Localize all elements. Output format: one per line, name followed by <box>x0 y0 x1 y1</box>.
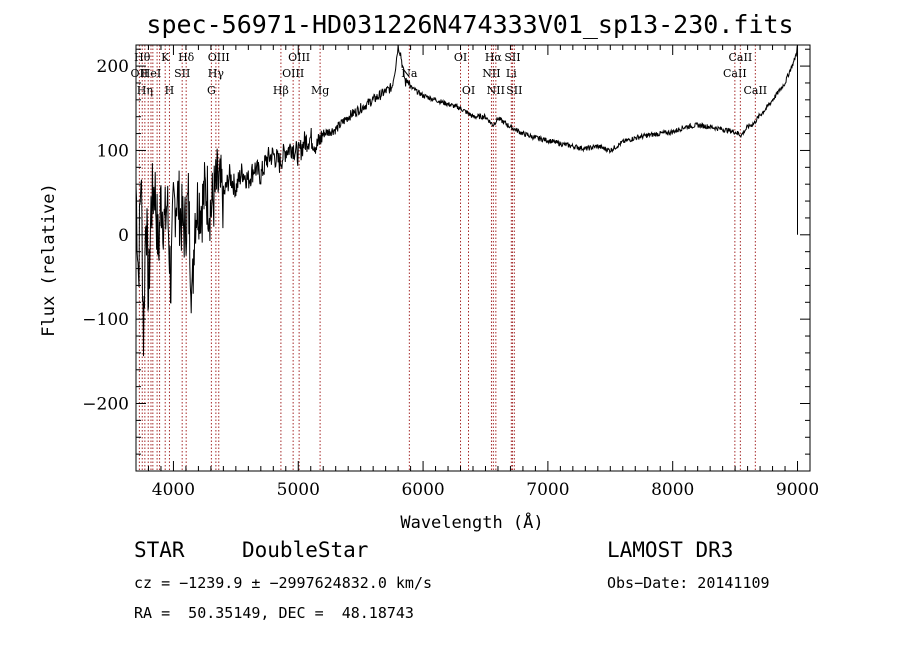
spectral-line-label: OII <box>131 67 149 80</box>
spectral-line-label: SII <box>174 67 190 80</box>
spectrum-series-line <box>135 44 798 357</box>
redshift-velocity: cz = −1239.9 ± −2997624832.0 km/s <box>134 574 433 592</box>
x-axis-label: Wavelength (Å) <box>400 511 543 533</box>
sky-coordinates: RA = 50.35149, DEC = 48.18743 <box>134 604 414 622</box>
spectral-line-label: HeI <box>141 67 161 80</box>
chart-title: spec-56971-HD031226N474333V01_sp13-230.f… <box>146 10 793 39</box>
spectral-line-label: Li <box>506 67 517 80</box>
spectral-line-label: Hγ <box>208 67 225 80</box>
spectral-line-label: Hη <box>137 84 153 97</box>
spectral-line-label: Hδ <box>178 51 195 64</box>
spectral-line-label: OIII <box>282 67 304 80</box>
x-tick-label: 6000 <box>401 480 444 500</box>
object-subclass: DoubleStar <box>242 538 369 562</box>
spectral-line-label: OIII <box>208 51 230 64</box>
plot-frame <box>135 44 811 472</box>
spectral-line-label: CaII <box>743 84 767 97</box>
y-axis: −200 −100 0 100 200 <box>82 48 810 472</box>
spectral-line-label: H <box>165 84 175 97</box>
x-tick-label: 9000 <box>776 480 819 500</box>
spectral-line-label: NII <box>487 84 505 97</box>
x-tick-label: 8000 <box>651 480 694 500</box>
object-class: STAR <box>134 538 185 562</box>
spectral-line-label: OIII <box>288 51 310 64</box>
spectral-line-label: Mg <box>311 84 329 97</box>
y-tick-label: 100 <box>97 141 129 161</box>
spectral-line-label: Hθ <box>134 51 151 64</box>
spectral-line-label: Hα <box>485 51 503 64</box>
spectral-line-label: K <box>161 51 170 64</box>
spectral-line-label: OI <box>454 51 467 64</box>
spectral-line-label: Na <box>401 67 418 80</box>
survey-name: LAMOST DR3 <box>607 538 734 562</box>
y-tick-label: −200 <box>82 395 129 415</box>
y-tick-label: 200 <box>97 57 129 77</box>
observation-date: Obs−Date: 20141109 <box>607 574 770 592</box>
y-axis-label: Flux (relative) <box>39 183 59 337</box>
spectral-line-label: CaII <box>729 51 753 64</box>
spectral-line-label: G <box>207 84 216 97</box>
y-tick-label: 0 <box>118 226 129 246</box>
spectral-line-label: SII <box>506 84 522 97</box>
y-tick-label: −100 <box>82 310 129 330</box>
x-tick-label: 4000 <box>152 480 195 500</box>
spectral-line-label: SII <box>504 51 520 64</box>
x-axis: 4000 5000 6000 7000 8000 9000 <box>135 45 819 500</box>
spectral-line-label: OI <box>462 84 475 97</box>
spectral-line-label: Hβ <box>273 84 289 97</box>
spectral-line-label: NII <box>482 67 500 80</box>
x-tick-label: 7000 <box>526 480 569 500</box>
spectral-line-markers <box>138 45 756 471</box>
spectral-line-label: CaII <box>723 67 747 80</box>
x-tick-label: 5000 <box>277 480 320 500</box>
